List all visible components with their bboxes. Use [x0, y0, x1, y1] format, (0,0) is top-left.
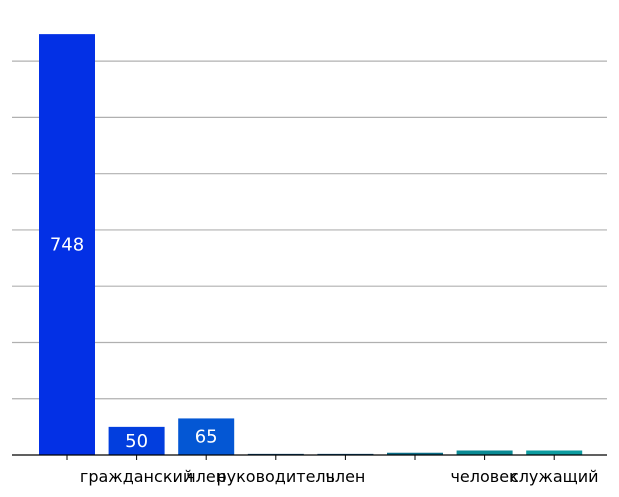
bar — [387, 452, 443, 455]
x-tick-label: член — [325, 467, 365, 486]
x-ticks — [66, 455, 555, 460]
bar — [108, 426, 165, 455]
y-gridlines — [12, 60, 607, 400]
bar — [456, 450, 513, 455]
bar — [178, 418, 235, 455]
x-tick-label: человек — [450, 467, 519, 486]
data-label: 748 — [50, 235, 84, 256]
data-label: 50 — [125, 431, 148, 452]
data-labels: 748 50 65 — [50, 235, 218, 452]
bar — [39, 34, 95, 455]
x-tick-label: служащий — [510, 467, 599, 486]
data-label: 65 — [195, 427, 218, 448]
bars — [39, 34, 583, 455]
x-tick-label: член — [186, 467, 226, 486]
x-tick-label: руководитель — [217, 467, 336, 486]
x-tick-label: гражданский — [80, 467, 193, 486]
bar — [526, 450, 583, 455]
